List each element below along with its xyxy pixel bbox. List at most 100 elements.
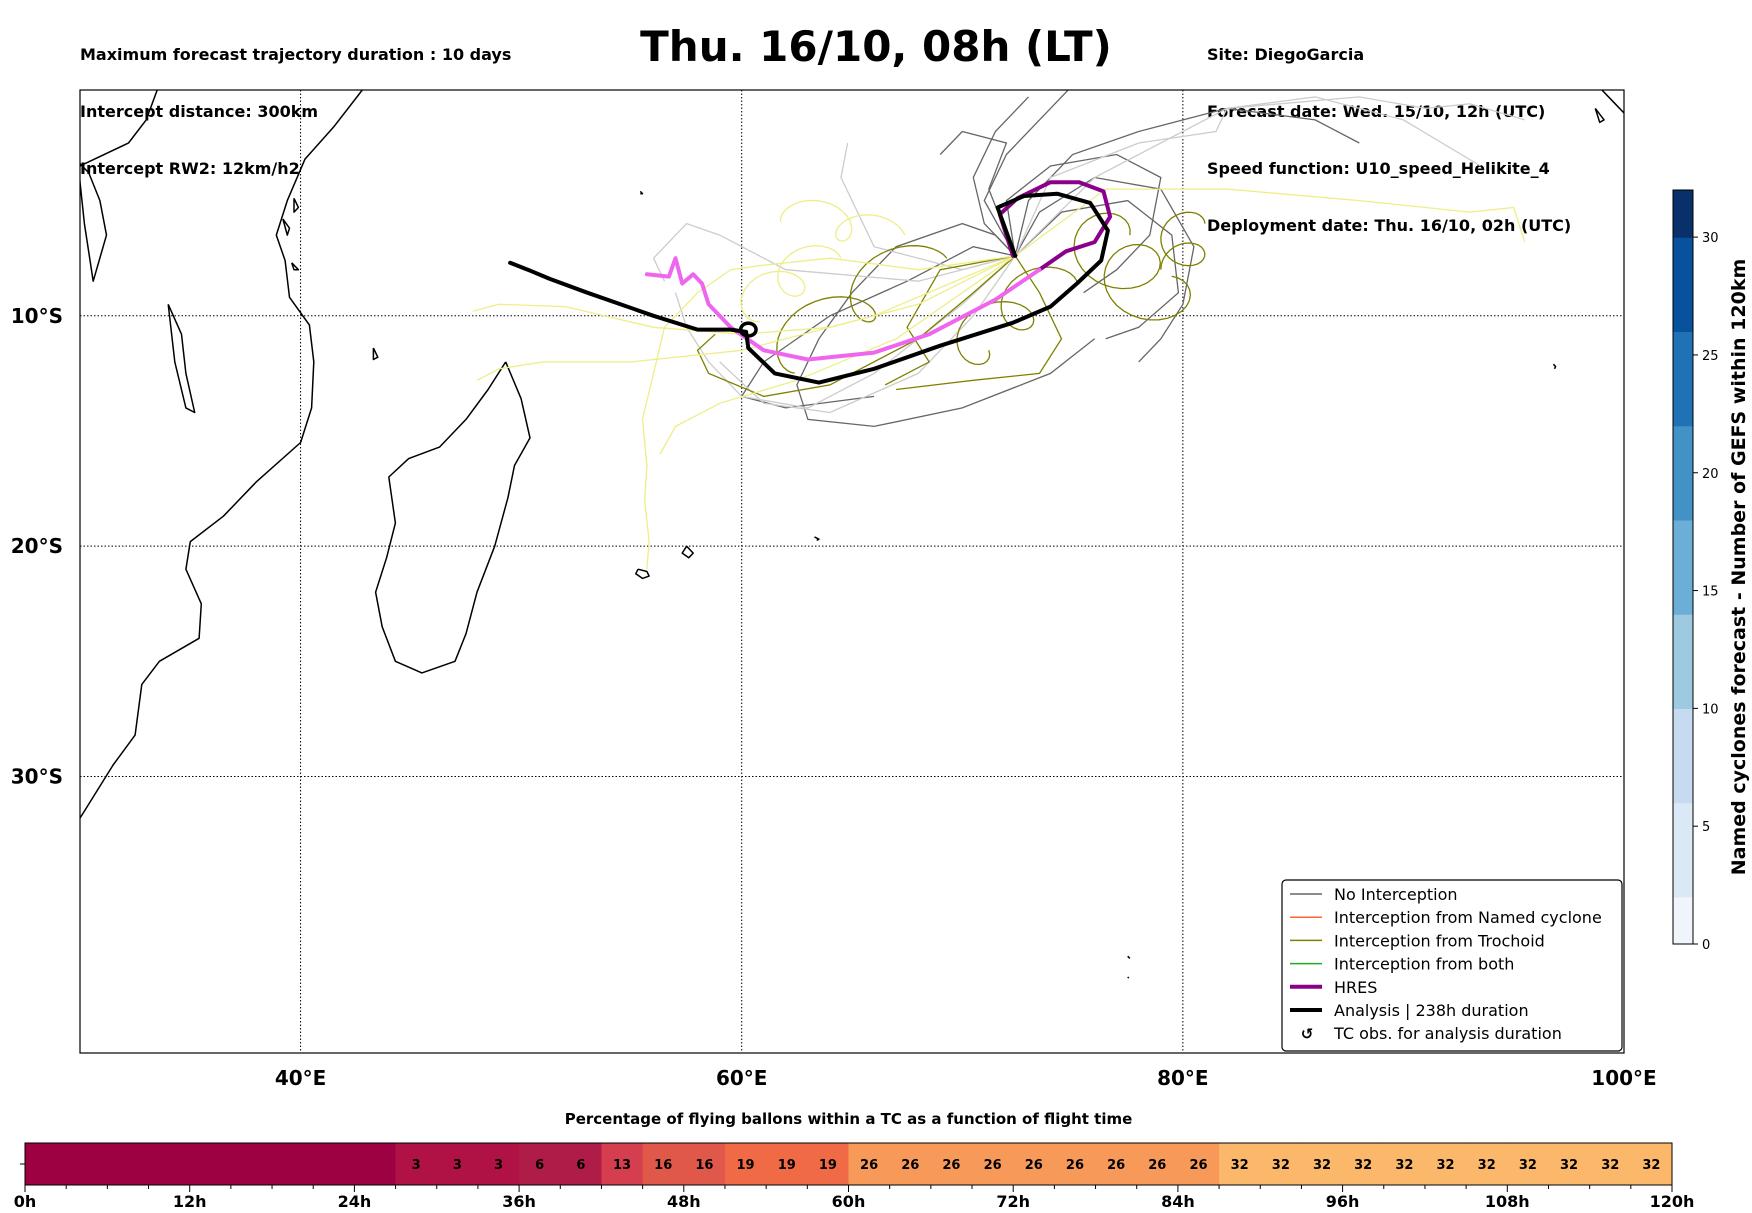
- header-right-line-1: Site: DiegoGarcia: [1207, 45, 1365, 64]
- trajectory-pale: [659, 255, 1016, 455]
- colorbar-segment: [1673, 354, 1693, 380]
- x-tick-label: 80°E: [1157, 1066, 1209, 1090]
- colorbar-segment: [1673, 472, 1693, 497]
- header-left-line-1: Maximum forecast trajectory duration : 1…: [80, 45, 512, 64]
- coastline-cocos: [1552, 363, 1557, 370]
- tc-obs-marker-icon: ↺: [1301, 1025, 1314, 1043]
- flight-time-value: 26: [1025, 1158, 1043, 1173]
- trajectory-no-interception: [983, 90, 1070, 257]
- trajectory-trochoid: [776, 245, 948, 374]
- y-tick-label: 10°S: [11, 304, 63, 328]
- coastline-rodrigues: [814, 536, 820, 542]
- flight-time-value: 6: [576, 1158, 585, 1173]
- colorbar-segment: [1673, 779, 1693, 804]
- flight-time-cell: [272, 1143, 314, 1185]
- colorbar-segment: [1673, 731, 1693, 757]
- coastline-zanzibar: [282, 218, 291, 236]
- colorbar-tick-label: 15: [1702, 585, 1719, 600]
- flight-time-value: 32: [1478, 1158, 1496, 1173]
- colorbar-segment: [1673, 449, 1693, 474]
- coastline-stpaul: [1127, 976, 1130, 979]
- flight-time-tick-label: 96h: [1326, 1192, 1360, 1211]
- flight-time-cell: [1383, 1143, 1426, 1185]
- flight-time-tick-label: 0h: [14, 1192, 37, 1211]
- flight-time-cell: [972, 1143, 1014, 1185]
- flight-time-tick-label: 60h: [832, 1192, 866, 1211]
- trajectory-no-interception: [972, 96, 1029, 257]
- colorbar-segment: [1673, 284, 1693, 309]
- flight-time-cell: [1013, 1143, 1055, 1185]
- series-hres-pink: [644, 256, 1042, 362]
- map-frame: [79, 89, 1625, 1054]
- flight-time-cell: [1219, 1143, 1261, 1185]
- flight-time-cell: [807, 1143, 849, 1185]
- flight-time-value: 26: [1066, 1158, 1084, 1173]
- flight-time-value: 32: [1642, 1158, 1660, 1173]
- coastline-mentawai: [1594, 107, 1605, 124]
- flight-time-value: 32: [1395, 1158, 1413, 1173]
- flight-time-cell: [1095, 1143, 1138, 1185]
- trajectory-no-interception: [1005, 153, 1162, 294]
- trajectory-no-interception: [1014, 107, 1360, 257]
- flight-time-cell: [25, 1143, 67, 1185]
- legend-label: Analysis | 238h duration: [1334, 1001, 1529, 1020]
- flight-time-value: 19: [819, 1158, 837, 1173]
- legend-label: No Interception: [1334, 885, 1458, 904]
- flight-time-value: 26: [1107, 1158, 1125, 1173]
- colorbar-label: Named cyclones forecast - Number of GEFS…: [1728, 259, 1750, 876]
- series-analysis: [508, 191, 1110, 385]
- legend-label: Interception from Named cyclone: [1334, 908, 1602, 927]
- trajectory-light: [1014, 96, 1525, 257]
- trajectory-light: [652, 222, 1016, 282]
- trajectory-pale: [1014, 188, 1526, 257]
- flight-time-tick-label: 24h: [338, 1192, 372, 1211]
- flight-time-cell: [313, 1143, 355, 1185]
- y-tick-label: 30°S: [11, 765, 63, 789]
- colorbar-segment: [1673, 402, 1693, 427]
- flight-time-value: 3: [412, 1158, 421, 1173]
- flight-time-cell: [1466, 1143, 1508, 1185]
- flight-time-value: 19: [737, 1158, 755, 1173]
- flight-time-tick-label: 72h: [996, 1192, 1030, 1211]
- flight-time-value: 32: [1601, 1158, 1619, 1173]
- flight-time-cell: [930, 1143, 973, 1185]
- flight-time-cell: [1630, 1143, 1673, 1185]
- trajectory-trochoid: [896, 255, 1063, 391]
- trajectory-trochoid: [884, 255, 1016, 386]
- flight-time-value: 26: [984, 1158, 1002, 1173]
- colorbar-segment: [1673, 708, 1693, 733]
- colorbar-segment: [1673, 260, 1693, 285]
- colorbar-segment: [1673, 496, 1693, 521]
- colorbar-segment: [1673, 873, 1693, 898]
- colorbar-segment: [1673, 896, 1693, 922]
- flight-time-value: 13: [613, 1158, 631, 1173]
- legend: No Interception Interception from Named c…: [1281, 879, 1623, 1052]
- flight-time-value: 16: [695, 1158, 713, 1173]
- colorbar-tick-label: 30: [1702, 231, 1719, 246]
- flight-time-cell: [1177, 1143, 1220, 1185]
- flight-time-value: 6: [535, 1158, 544, 1173]
- legend-box: [1281, 879, 1623, 1052]
- trajectory-pale: [476, 255, 1016, 381]
- flight-time-cell: [436, 1143, 479, 1185]
- colorbar-tick-label: 0: [1702, 938, 1710, 953]
- colorbar-segment: [1673, 543, 1693, 568]
- trajectory-trochoid: [1160, 211, 1206, 270]
- flight-time-value: 32: [1560, 1158, 1578, 1173]
- coastline-madagascar: [374, 361, 531, 674]
- trajectory-trochoid: [1073, 212, 1192, 321]
- flight-time-cell: [354, 1143, 397, 1185]
- coastline-seychelles: [639, 190, 644, 195]
- flight-time-value: 32: [1519, 1158, 1537, 1173]
- flight-time-value: 32: [1272, 1158, 1290, 1173]
- flight-time-cell: [477, 1143, 520, 1185]
- header-right-line-3: Speed function: U10_speed_Helikite_4: [1207, 159, 1550, 178]
- header-info-right: Site: DiegoGarcia Forecast date: Wed. 15…: [1207, 7, 1571, 254]
- coastline-mauritius: [681, 545, 694, 559]
- flight-time-cell: [1548, 1143, 1591, 1185]
- coastline-amsterdam: [1127, 955, 1131, 960]
- series-hres: [997, 180, 1113, 272]
- chart-title: Thu. 16/10, 08h (LT): [640, 22, 1112, 71]
- coastline-mafia: [290, 262, 300, 271]
- flight-time-cell: [189, 1143, 232, 1185]
